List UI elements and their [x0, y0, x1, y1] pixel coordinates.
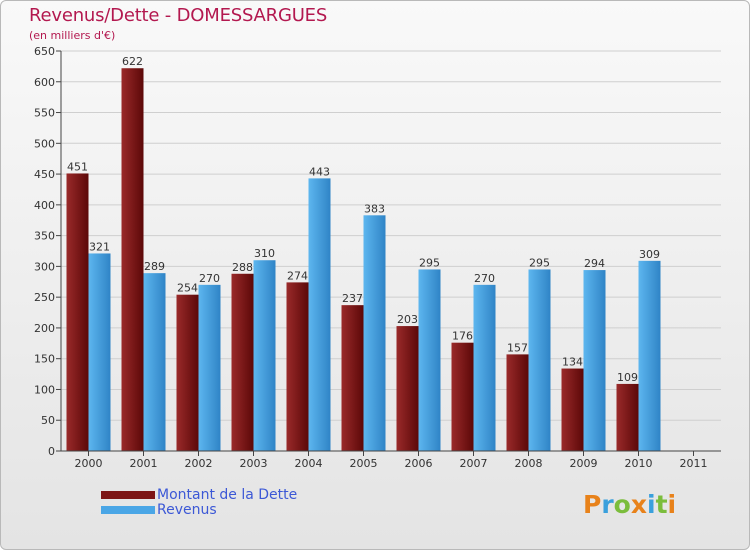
data-label: 622: [122, 55, 143, 68]
bar-revenus: [638, 260, 661, 451]
legend-label-revenus: Revenus: [157, 502, 217, 518]
bar-dette: [286, 282, 309, 451]
bar-revenus: [143, 273, 166, 451]
bar-dette: [231, 273, 254, 451]
data-label: 288: [232, 261, 253, 274]
y-tick-label: 650: [34, 45, 55, 58]
data-label: 289: [144, 260, 165, 273]
data-label: 451: [67, 160, 88, 173]
bar-revenus: [418, 269, 441, 451]
y-tick-label: 0: [48, 445, 55, 458]
y-tick-label: 150: [34, 353, 55, 366]
x-tick-label: 2006: [405, 457, 433, 470]
data-label: 383: [364, 202, 385, 215]
bar-dette: [121, 68, 144, 451]
bar-dette: [66, 173, 89, 451]
bar-dette: [561, 368, 584, 451]
x-tick-label: 2001: [130, 457, 158, 470]
x-tick-label: 2011: [680, 457, 708, 470]
data-label: 134: [562, 356, 583, 369]
logo-letter: o: [613, 490, 631, 519]
data-label: 254: [177, 282, 198, 295]
bar-revenus: [198, 284, 221, 451]
bar-revenus: [528, 269, 551, 451]
y-tick-label: 100: [34, 383, 55, 396]
data-label: 309: [639, 248, 660, 261]
legend-label-dette: Montant de la Dette: [157, 487, 298, 503]
logo-letter: i: [667, 490, 677, 519]
bar-revenus: [363, 215, 386, 451]
x-tick-label: 2007: [460, 457, 488, 470]
x-tick-label: 2004: [295, 457, 323, 470]
data-label: 157: [507, 341, 528, 354]
data-label: 321: [89, 240, 110, 253]
bar-revenus: [308, 178, 331, 451]
y-tick-label: 500: [34, 137, 55, 150]
data-label: 109: [617, 371, 638, 384]
bar-revenus: [473, 284, 496, 451]
bar-dette: [176, 294, 199, 451]
logo-letter: t: [655, 490, 668, 519]
bar-revenus: [88, 253, 111, 451]
bar-dette: [506, 354, 529, 451]
x-tick-label: 2009: [570, 457, 598, 470]
bar-dette: [616, 383, 639, 451]
logo-letter: i: [647, 490, 656, 519]
x-tick-label: 2002: [185, 457, 213, 470]
y-tick-label: 400: [34, 199, 55, 212]
bar-dette: [341, 305, 364, 451]
data-label: 237: [342, 292, 363, 305]
data-label: 294: [584, 257, 605, 270]
logo-letter: r: [601, 490, 614, 519]
x-tick-label: 2000: [75, 457, 103, 470]
x-tick-label: 2005: [350, 457, 378, 470]
legend-swatch-revenus: [101, 506, 155, 514]
y-tick-label: 550: [34, 107, 55, 120]
bar-dette: [451, 342, 474, 451]
data-label: 295: [419, 256, 440, 269]
logo-letter: x: [630, 490, 647, 519]
proxiti-logo: Proxiti: [583, 490, 676, 519]
bars: [66, 68, 661, 451]
data-label: 270: [199, 272, 220, 285]
y-tick-label: 300: [34, 260, 55, 273]
x-tick-label: 2010: [625, 457, 653, 470]
x-tick-label: 2008: [515, 457, 543, 470]
y-tick-label: 200: [34, 322, 55, 335]
data-label: 270: [474, 272, 495, 285]
data-label: 295: [529, 256, 550, 269]
chart-subtitle: (en milliers d'€): [29, 29, 116, 42]
data-label: 176: [452, 330, 473, 343]
data-label: 310: [254, 247, 275, 260]
y-tick-label: 350: [34, 230, 55, 243]
bar-dette: [396, 326, 419, 451]
grid-lines: [61, 50, 721, 421]
y-tick-label: 600: [34, 76, 55, 89]
data-label: 274: [287, 269, 308, 282]
y-tick-label: 50: [41, 414, 55, 427]
y-tick-label: 450: [34, 168, 55, 181]
bar-revenus: [583, 270, 606, 451]
legend-swatch-dette: [101, 491, 155, 499]
axes: 0 50 100 150 200 250 300 350 400 450 500 550 600 650 2…: [34, 45, 721, 470]
y-tick-label: 250: [34, 291, 55, 304]
logo-letter: P: [583, 490, 602, 519]
data-label: 203: [397, 313, 418, 326]
bar-revenus: [253, 260, 276, 451]
data-label: 443: [309, 165, 330, 178]
x-tick-label: 2003: [240, 457, 268, 470]
labels: 4513216222892542702883102744432373832032…: [67, 55, 660, 384]
chart-title: Revenus/Dette - DOMESSARGUES: [29, 5, 328, 26]
